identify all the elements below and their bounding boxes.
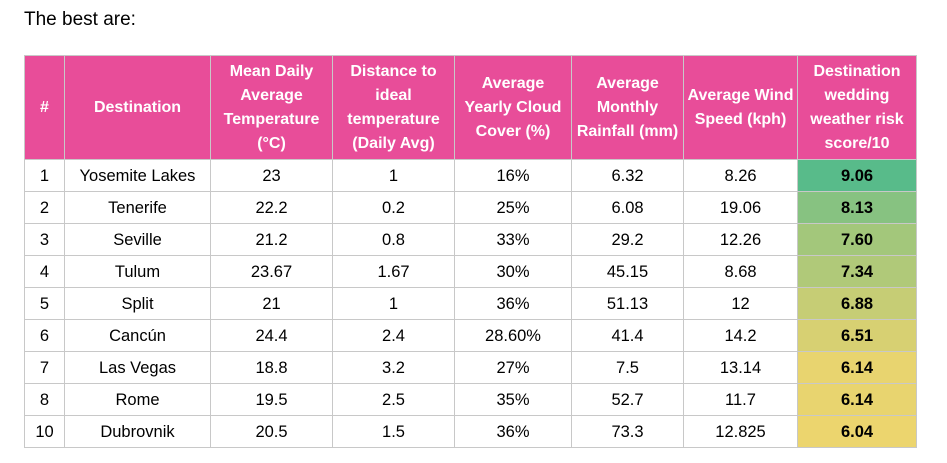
cell-cloud-cover: 30% [454, 255, 572, 288]
cell-destination: Dubrovnik [64, 415, 211, 448]
header-rank: # [24, 55, 65, 160]
header-cloud-cover: Average Yearly Cloud Cover (%) [454, 55, 572, 160]
cell-risk-score: 9.06 [797, 159, 917, 192]
cell-wind-speed: 14.2 [683, 319, 798, 352]
header-destination: Destination [64, 55, 211, 160]
header-rainfall: Average Monthly Rainfall (mm) [571, 55, 684, 160]
cell-temperature: 19.5 [210, 383, 333, 416]
cell-destination: Tenerife [64, 191, 211, 224]
table-row: 1 Yosemite Lakes 23 1 16% 6.32 8.26 9.06 [24, 159, 917, 192]
cell-temperature: 20.5 [210, 415, 333, 448]
table-header-row: # Destination Mean Daily Average Tempera… [24, 55, 917, 160]
cell-distance: 1 [332, 159, 455, 192]
cell-temperature: 21 [210, 287, 333, 320]
cell-distance: 1.67 [332, 255, 455, 288]
cell-temperature: 22.2 [210, 191, 333, 224]
cell-cloud-cover: 33% [454, 223, 572, 256]
cell-destination: Tulum [64, 255, 211, 288]
cell-wind-speed: 12 [683, 287, 798, 320]
table-row: 4 Tulum 23.67 1.67 30% 45.15 8.68 7.34 [24, 255, 917, 288]
cell-risk-score: 6.14 [797, 351, 917, 384]
cell-rank: 5 [24, 287, 65, 320]
cell-temperature: 18.8 [210, 351, 333, 384]
cell-temperature: 21.2 [210, 223, 333, 256]
weather-score-table: # Destination Mean Daily Average Tempera… [24, 55, 917, 448]
cell-destination: Yosemite Lakes [64, 159, 211, 192]
table-row: 3 Seville 21.2 0.8 33% 29.2 12.26 7.60 [24, 223, 917, 256]
cell-rainfall: 6.08 [571, 191, 684, 224]
cell-destination: Split [64, 287, 211, 320]
cell-rank: 4 [24, 255, 65, 288]
cell-wind-speed: 11.7 [683, 383, 798, 416]
cell-wind-speed: 12.825 [683, 415, 798, 448]
cell-risk-score: 6.51 [797, 319, 917, 352]
header-risk-score: Destination wedding weather risk score/1… [797, 55, 917, 160]
table-row: 7 Las Vegas 18.8 3.2 27% 7.5 13.14 6.14 [24, 351, 917, 384]
cell-cloud-cover: 36% [454, 415, 572, 448]
header-distance: Distance to ideal temperature (Daily Avg… [332, 55, 455, 160]
cell-cloud-cover: 27% [454, 351, 572, 384]
cell-risk-score: 7.60 [797, 223, 917, 256]
cell-rank: 7 [24, 351, 65, 384]
cell-risk-score: 6.14 [797, 383, 917, 416]
table-row: 2 Tenerife 22.2 0.2 25% 6.08 19.06 8.13 [24, 191, 917, 224]
cell-distance: 1 [332, 287, 455, 320]
cell-cloud-cover: 28.60% [454, 319, 572, 352]
cell-wind-speed: 8.26 [683, 159, 798, 192]
cell-risk-score: 8.13 [797, 191, 917, 224]
table-row: 8 Rome 19.5 2.5 35% 52.7 11.7 6.14 [24, 383, 917, 416]
cell-temperature: 23.67 [210, 255, 333, 288]
cell-distance: 1.5 [332, 415, 455, 448]
cell-rainfall: 52.7 [571, 383, 684, 416]
table-row: 10 Dubrovnik 20.5 1.5 36% 73.3 12.825 6.04 [24, 415, 917, 448]
cell-rainfall: 45.15 [571, 255, 684, 288]
cell-cloud-cover: 35% [454, 383, 572, 416]
cell-distance: 2.5 [332, 383, 455, 416]
cell-destination: Cancún [64, 319, 211, 352]
cell-rank: 3 [24, 223, 65, 256]
cell-cloud-cover: 25% [454, 191, 572, 224]
cell-rank: 2 [24, 191, 65, 224]
cell-destination: Rome [64, 383, 211, 416]
table-row: 5 Split 21 1 36% 51.13 12 6.88 [24, 287, 917, 320]
cell-risk-score: 6.88 [797, 287, 917, 320]
cell-wind-speed: 12.26 [683, 223, 798, 256]
cell-wind-speed: 8.68 [683, 255, 798, 288]
cell-distance: 2.4 [332, 319, 455, 352]
cell-cloud-cover: 36% [454, 287, 572, 320]
table-row: 6 Cancún 24.4 2.4 28.60% 41.4 14.2 6.51 [24, 319, 917, 352]
page-heading: The best are: [24, 9, 136, 30]
cell-destination: Las Vegas [64, 351, 211, 384]
header-wind-speed: Average Wind Speed (kph) [683, 55, 798, 160]
cell-rank: 8 [24, 383, 65, 416]
cell-rainfall: 6.32 [571, 159, 684, 192]
table-body: 1 Yosemite Lakes 23 1 16% 6.32 8.26 9.06 2 Teneri… [24, 159, 917, 448]
cell-risk-score: 7.34 [797, 255, 917, 288]
cell-destination: Seville [64, 223, 211, 256]
cell-rainfall: 73.3 [571, 415, 684, 448]
cell-rainfall: 51.13 [571, 287, 684, 320]
cell-temperature: 24.4 [210, 319, 333, 352]
cell-rank: 6 [24, 319, 65, 352]
cell-distance: 0.2 [332, 191, 455, 224]
cell-rainfall: 29.2 [571, 223, 684, 256]
cell-wind-speed: 13.14 [683, 351, 798, 384]
cell-rainfall: 7.5 [571, 351, 684, 384]
cell-rank: 10 [24, 415, 65, 448]
cell-rank: 1 [24, 159, 65, 192]
cell-distance: 3.2 [332, 351, 455, 384]
cell-temperature: 23 [210, 159, 333, 192]
cell-rainfall: 41.4 [571, 319, 684, 352]
cell-risk-score: 6.04 [797, 415, 917, 448]
cell-wind-speed: 19.06 [683, 191, 798, 224]
header-temperature: Mean Daily Average Temperature (°C) [210, 55, 333, 160]
cell-distance: 0.8 [332, 223, 455, 256]
cell-cloud-cover: 16% [454, 159, 572, 192]
